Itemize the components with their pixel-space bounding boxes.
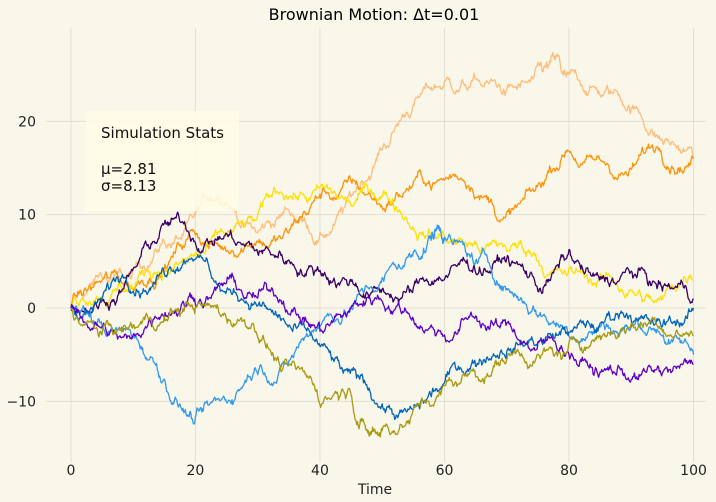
y-tick-label: 10 — [18, 208, 36, 224]
series-line-7 — [70, 272, 694, 383]
simulation-stats-box: Simulation Stats μ=2.81 σ=8.13 — [86, 111, 239, 211]
x-tick-label: 40 — [311, 463, 329, 479]
series-line-1 — [70, 51, 695, 306]
stats-title: Simulation Stats — [101, 124, 224, 142]
x-tick-label: 0 — [66, 463, 75, 479]
y-tick-label: 20 — [18, 114, 36, 130]
tick-labels: 0 20 40 60 80 100 −10 0 10 20 — [6, 114, 706, 479]
series-line-2 — [70, 143, 695, 308]
x-tick-label: 20 — [187, 463, 205, 479]
series-line-8 — [70, 301, 694, 438]
series-layer — [70, 51, 695, 438]
x-tick-label: 60 — [436, 463, 454, 479]
chart-title: Brownian Motion: Δt=0.01 — [269, 5, 480, 24]
x-tick-label: 100 — [680, 463, 707, 479]
stats-std: σ=8.13 — [101, 177, 156, 195]
y-tick-label: 0 — [27, 301, 36, 317]
series-line-6 — [70, 254, 695, 421]
y-tick-label: −10 — [6, 394, 36, 410]
series-line-5 — [70, 224, 695, 425]
stats-box-background — [86, 111, 239, 211]
stats-mean: μ=2.81 — [101, 160, 157, 178]
series-line-3 — [70, 182, 694, 309]
x-axis-label: Time — [357, 482, 392, 498]
series-line-4 — [70, 211, 694, 316]
x-tick-label: 80 — [560, 463, 578, 479]
